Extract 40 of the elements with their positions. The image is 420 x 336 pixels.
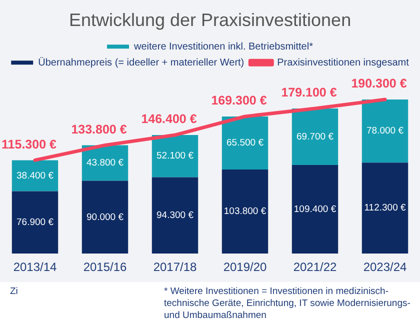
text: Zi (10, 286, 18, 299)
text: Entwicklung der Praxisinvestitionen (68, 10, 352, 30)
data-label: 94.300 € (156, 210, 194, 222)
data-label: 52.100 € (156, 150, 194, 162)
bar (362, 99, 408, 163)
x-tick-label: 2017/18 (153, 260, 198, 274)
bar (82, 180, 128, 254)
x-tick-label: 2021/22 (293, 260, 338, 274)
data-label: 76.900 € (16, 217, 54, 228)
data-label: 78.000 € (366, 126, 404, 137)
bar (12, 160, 58, 192)
bar (152, 177, 198, 254)
data-label: 38.400 € (16, 170, 54, 182)
legend-label: Praxisinvestitionen insgesamt (277, 57, 410, 68)
bar (362, 162, 408, 254)
bar (12, 191, 58, 254)
data-label: 43.800 € (86, 158, 124, 169)
legend-label: weitere Investitionen inkl. Betriebsmittel* (133, 41, 314, 52)
data-label: 115.300 € (2, 137, 57, 152)
data-label: 65.500 € (226, 138, 264, 149)
x-tick-label: 2013/14 (13, 260, 58, 274)
data-label: 146.400 € (141, 112, 197, 126)
bar (222, 170, 268, 254)
x-tick-label: 2015/16 (83, 260, 128, 274)
data-label: 112.300 € (364, 202, 406, 214)
bar (292, 164, 338, 254)
data-label: 179.100 € (281, 86, 337, 100)
x-tick-label: 2019/20 (223, 260, 268, 274)
data-label: 190.300 € (351, 76, 407, 91)
data-label: 133.800 € (71, 122, 127, 136)
data-label: 169.300 € (211, 94, 267, 108)
x-tick-label: 2023/24 (363, 260, 408, 274)
data-label: 103.800 € (224, 206, 267, 218)
bar (222, 116, 268, 170)
data-label: 109.400 € (294, 204, 337, 215)
data-label: 90.000 € (86, 212, 124, 223)
text: * Weitere Investitionen = Investitionen in medizinisch-technische Geräte, Einrichtung, IT sowie Modernisierungs- und Umbaumaßnahmen (164, 286, 412, 322)
data-label: 69.700 € (296, 131, 334, 142)
bar (292, 108, 338, 165)
legend-label: Übernahmepreis (= ideeller + materieller Wert) (38, 56, 244, 68)
